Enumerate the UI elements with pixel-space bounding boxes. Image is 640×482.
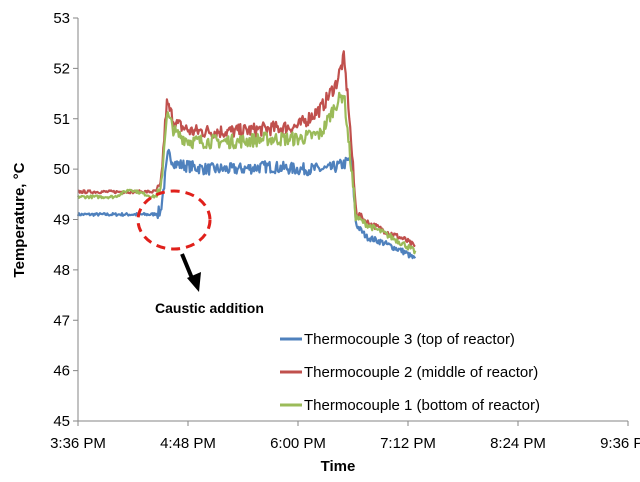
series-lines <box>76 50 417 260</box>
x-tick-label: 9:36 PM <box>600 435 640 452</box>
y-tick-label: 45 <box>53 413 70 430</box>
x-tick-label: 3:36 PM <box>50 435 106 452</box>
legend-label: Thermocouple 3 (top of reactor) <box>304 331 515 348</box>
legend-label: Thermocouple 2 (middle of reactor) <box>304 364 538 381</box>
x-tick-label: 4:48 PM <box>160 435 216 452</box>
x-tick-label: 6:00 PM <box>270 435 326 452</box>
annotation-circle <box>136 189 212 251</box>
y-tick-label: 51 <box>53 111 70 128</box>
y-tick-label: 47 <box>53 312 70 329</box>
y-tick-label: 53 <box>53 10 70 27</box>
y-tick-label: 50 <box>53 161 70 178</box>
y-tick-label: 48 <box>53 262 70 279</box>
caustic-addition-annotation: Caustic addition <box>136 189 264 316</box>
x-axis-ticks: 3:36 PM 4:48 PM 6:00 PM 7:12 PM 8:24 PM 9:36 … <box>50 421 640 452</box>
x-tick-label: 8:24 PM <box>490 435 546 452</box>
y-tick-label: 49 <box>53 212 70 229</box>
y-tick-label: 46 <box>53 363 70 380</box>
x-tick-label: 7:12 PM <box>380 435 436 452</box>
annotation-arrow-head <box>187 272 201 292</box>
y-axis-ticks: 45 46 47 48 49 50 51 52 53 <box>53 10 78 430</box>
annotation-text: Caustic addition <box>155 300 264 316</box>
y-tick-label: 52 <box>53 60 70 77</box>
y-axis-title: Temperature, °C <box>11 162 28 277</box>
series-line-1 <box>76 148 417 260</box>
series-line-3 <box>76 91 417 255</box>
legend: Thermocouple 3 (top of reactor) Thermocou… <box>280 331 540 414</box>
legend-label: Thermocouple 1 (bottom of reactor) <box>304 397 540 414</box>
x-axis-title: Time <box>321 458 356 475</box>
series-line-2 <box>77 50 416 248</box>
